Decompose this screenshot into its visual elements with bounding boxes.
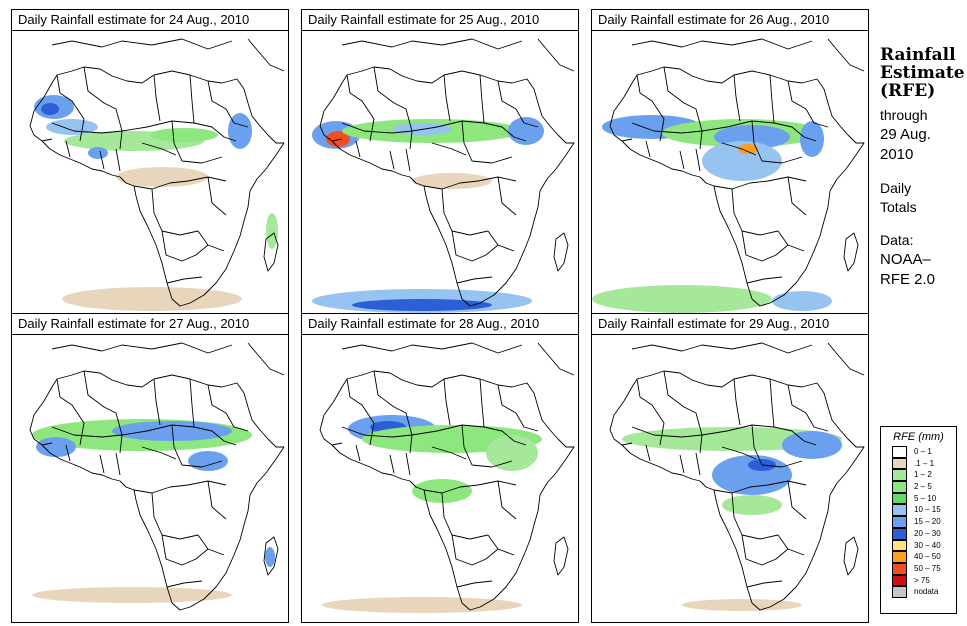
legend-swatch bbox=[892, 539, 907, 552]
heading-line-1: Rainfall bbox=[880, 45, 956, 65]
panel-title: Daily Rainfall estimate for 24 Aug., 201… bbox=[11, 9, 289, 31]
legend-row: 10 – 15 bbox=[892, 504, 956, 517]
rainfall-map bbox=[301, 334, 579, 623]
panel-title: Daily Rainfall estimate for 27 Aug., 201… bbox=[11, 313, 289, 335]
legend-swatch bbox=[892, 574, 907, 587]
legend-label: 30 – 40 bbox=[914, 540, 941, 550]
legend-row: 30 – 40 bbox=[892, 539, 956, 552]
rain-areas bbox=[592, 115, 832, 313]
source-line-1: NOAA– bbox=[880, 251, 931, 268]
rainfall-map bbox=[301, 30, 579, 319]
legend-title: RFE (mm) bbox=[893, 431, 944, 443]
source-line-2: RFE 2.0 bbox=[880, 271, 936, 288]
africa-borders bbox=[29, 342, 285, 611]
africa-borders bbox=[319, 38, 575, 307]
legend-row: 0 – 1 bbox=[892, 446, 956, 458]
legend-row: 50 – 75 bbox=[892, 562, 956, 575]
legend-swatch bbox=[892, 527, 907, 540]
legend-swatch bbox=[892, 516, 907, 528]
legend-label: > 75 bbox=[914, 575, 930, 585]
panel-title: Daily Rainfall estimate for 28 Aug., 201… bbox=[301, 313, 579, 335]
legend-swatch bbox=[892, 551, 907, 563]
legend-row: nodata bbox=[892, 586, 956, 598]
legend-row: 20 – 30 bbox=[892, 527, 956, 540]
legend-row: 40 – 50 bbox=[892, 551, 956, 563]
heading-line-3: (RFE) bbox=[880, 81, 936, 101]
legend-label: nodata bbox=[914, 587, 939, 597]
legend-label: 50 – 75 bbox=[914, 563, 941, 573]
panel-title: Daily Rainfall estimate for 29 Aug., 201… bbox=[591, 313, 869, 335]
legend-row: 2 – 5 bbox=[892, 481, 956, 493]
legend-label: 10 – 15 bbox=[914, 505, 941, 515]
daily-label: Daily bbox=[880, 180, 912, 196]
panel-title: Daily Rainfall estimate for 25 Aug., 201… bbox=[301, 9, 579, 31]
legend-row: 15 – 20 bbox=[892, 516, 956, 528]
rainfall-map bbox=[11, 30, 289, 319]
totals-label: Totals bbox=[880, 199, 917, 215]
rainfall-map bbox=[591, 334, 869, 623]
legend-label: 20 – 30 bbox=[914, 528, 941, 538]
legend-row: .1 – 1 bbox=[892, 457, 956, 470]
legend-label: 15 – 20 bbox=[914, 517, 941, 527]
rainfall-map bbox=[591, 30, 869, 319]
rainfall-map bbox=[11, 334, 289, 623]
legend-swatch bbox=[892, 492, 907, 505]
legend-label: .1 – 1 bbox=[914, 458, 935, 468]
legend-label: 40 – 50 bbox=[914, 552, 941, 562]
legend-label: 1 – 2 bbox=[914, 470, 932, 480]
rain-areas bbox=[312, 117, 544, 313]
data-label: Data: bbox=[880, 232, 914, 248]
through-label: through bbox=[880, 107, 928, 123]
date-line-2: 2010 bbox=[880, 146, 914, 163]
rain-areas bbox=[34, 95, 278, 311]
legend-label: 2 – 5 bbox=[914, 482, 932, 492]
rainfall-map-graphic bbox=[312, 38, 575, 313]
rain-areas bbox=[32, 419, 275, 603]
panel-title: Daily Rainfall estimate for 26 Aug., 201… bbox=[591, 9, 869, 31]
legend-swatch bbox=[892, 457, 907, 470]
legend-label: 0 – 1 bbox=[914, 447, 932, 456]
legend-swatch bbox=[892, 469, 907, 482]
date-line-1: 29 Aug. bbox=[880, 126, 931, 143]
legend-swatch bbox=[892, 446, 907, 458]
info-block: Rainfall Estimate (RFE) through 29 Aug. … bbox=[880, 46, 966, 290]
legend-row: 1 – 2 bbox=[892, 469, 956, 482]
heading-line-2: Estimate bbox=[880, 63, 965, 83]
africa-borders bbox=[319, 342, 575, 611]
rainfall-map-graphic bbox=[319, 342, 575, 613]
rainfall-map-graphic bbox=[609, 342, 865, 611]
legend-swatch bbox=[892, 562, 907, 575]
legend-swatch bbox=[892, 481, 907, 493]
legend-swatch bbox=[892, 504, 907, 517]
rainfall-map-graphic bbox=[592, 38, 865, 313]
rainfall-map-graphic bbox=[29, 342, 285, 611]
rainfall-map-graphic bbox=[29, 38, 285, 311]
legend-row: > 75 bbox=[892, 574, 956, 587]
legend-swatch bbox=[892, 586, 907, 598]
legend-row: 5 – 10 bbox=[892, 492, 956, 505]
legend-label: 5 – 10 bbox=[914, 493, 937, 503]
rain-areas bbox=[622, 427, 842, 611]
